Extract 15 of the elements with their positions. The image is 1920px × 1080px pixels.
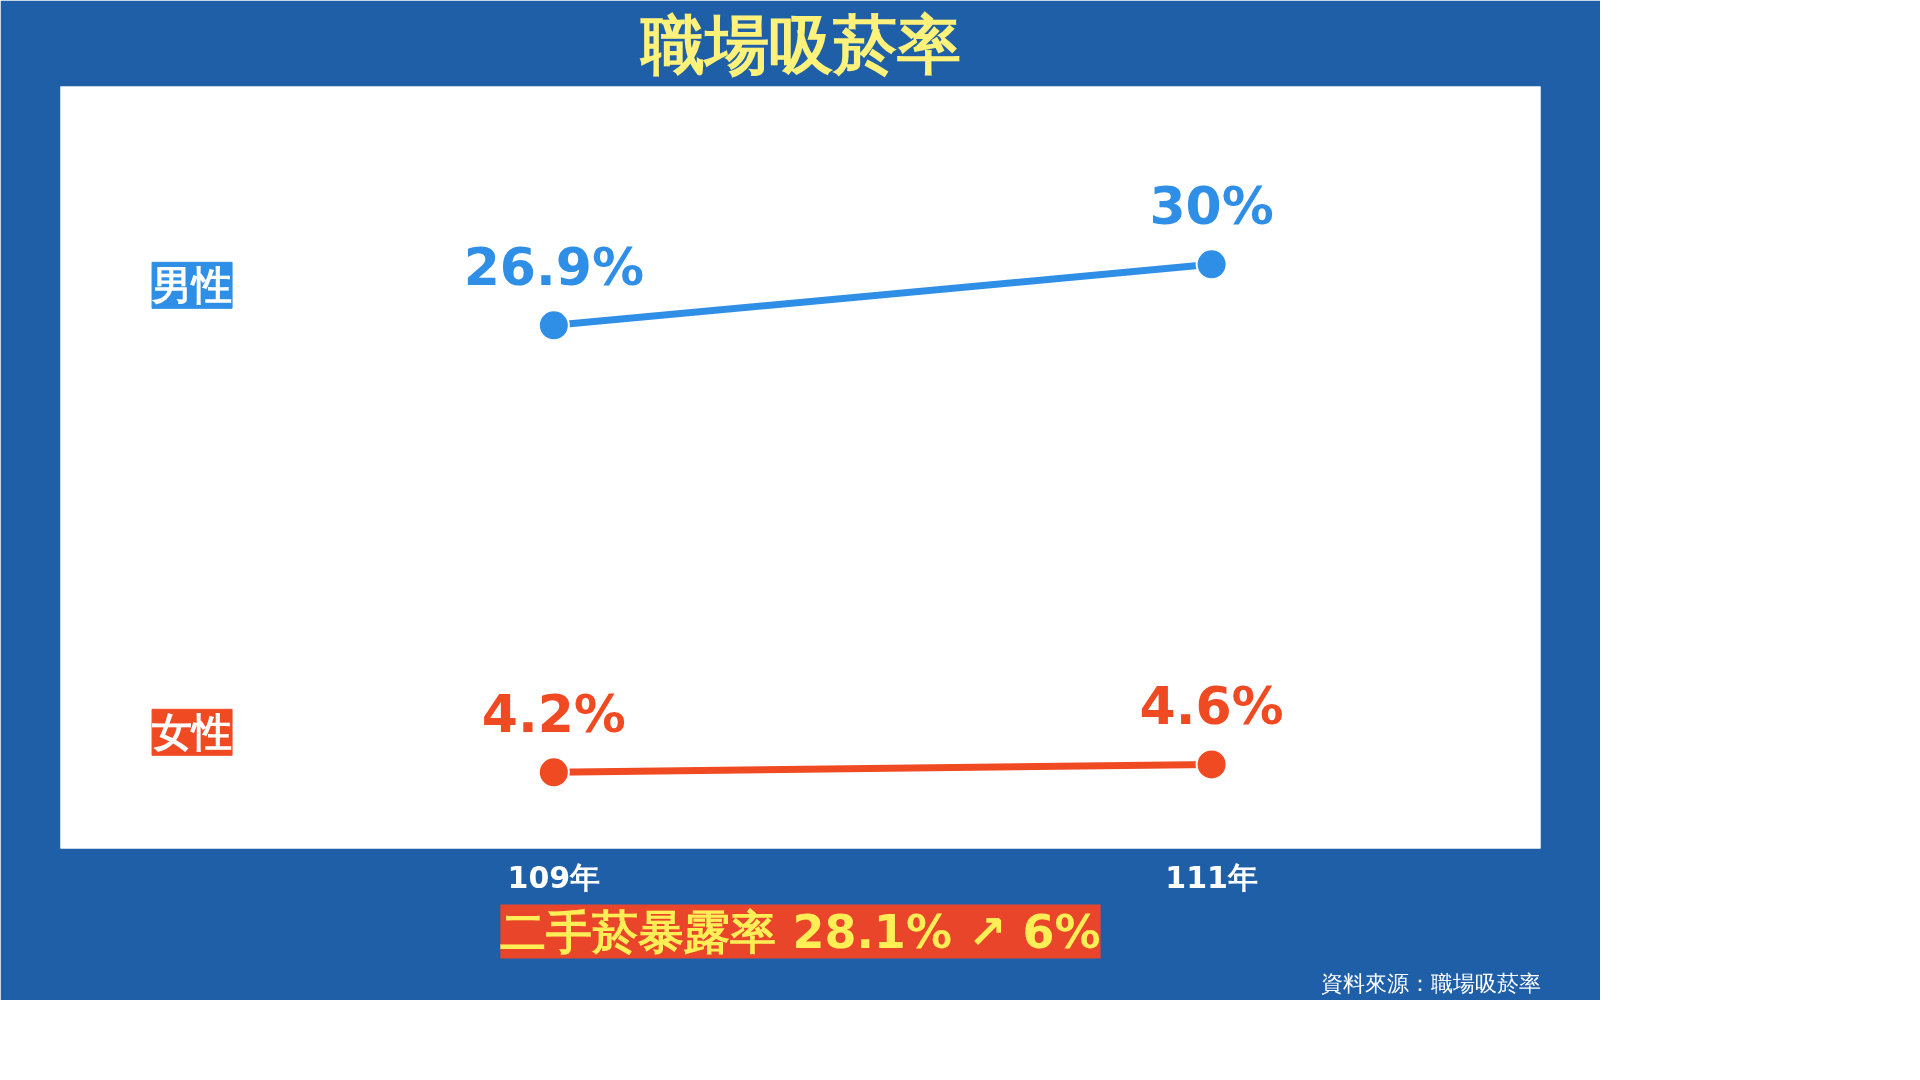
point [537, 756, 570, 789]
point [537, 309, 570, 342]
point [1195, 748, 1228, 781]
text: 女性 [152, 709, 233, 756]
point [1195, 248, 1228, 281]
x-tick-label: 109年 [507, 859, 601, 895]
text: 二手菸暴露率 28.1% ↗ 6% [500, 904, 1101, 959]
data-label: 4.6% [1139, 676, 1284, 737]
chart-title: 職場吸菸率 [638, 7, 961, 82]
source-note: 資料來源：職場吸菸率 [1320, 970, 1541, 996]
data-label: 4.2% [481, 684, 626, 745]
x-tick-label: 111年 [1165, 859, 1258, 895]
data-label: 26.9% [463, 237, 645, 298]
text: 男性 [151, 262, 233, 309]
data-label: 30% [1149, 176, 1274, 237]
